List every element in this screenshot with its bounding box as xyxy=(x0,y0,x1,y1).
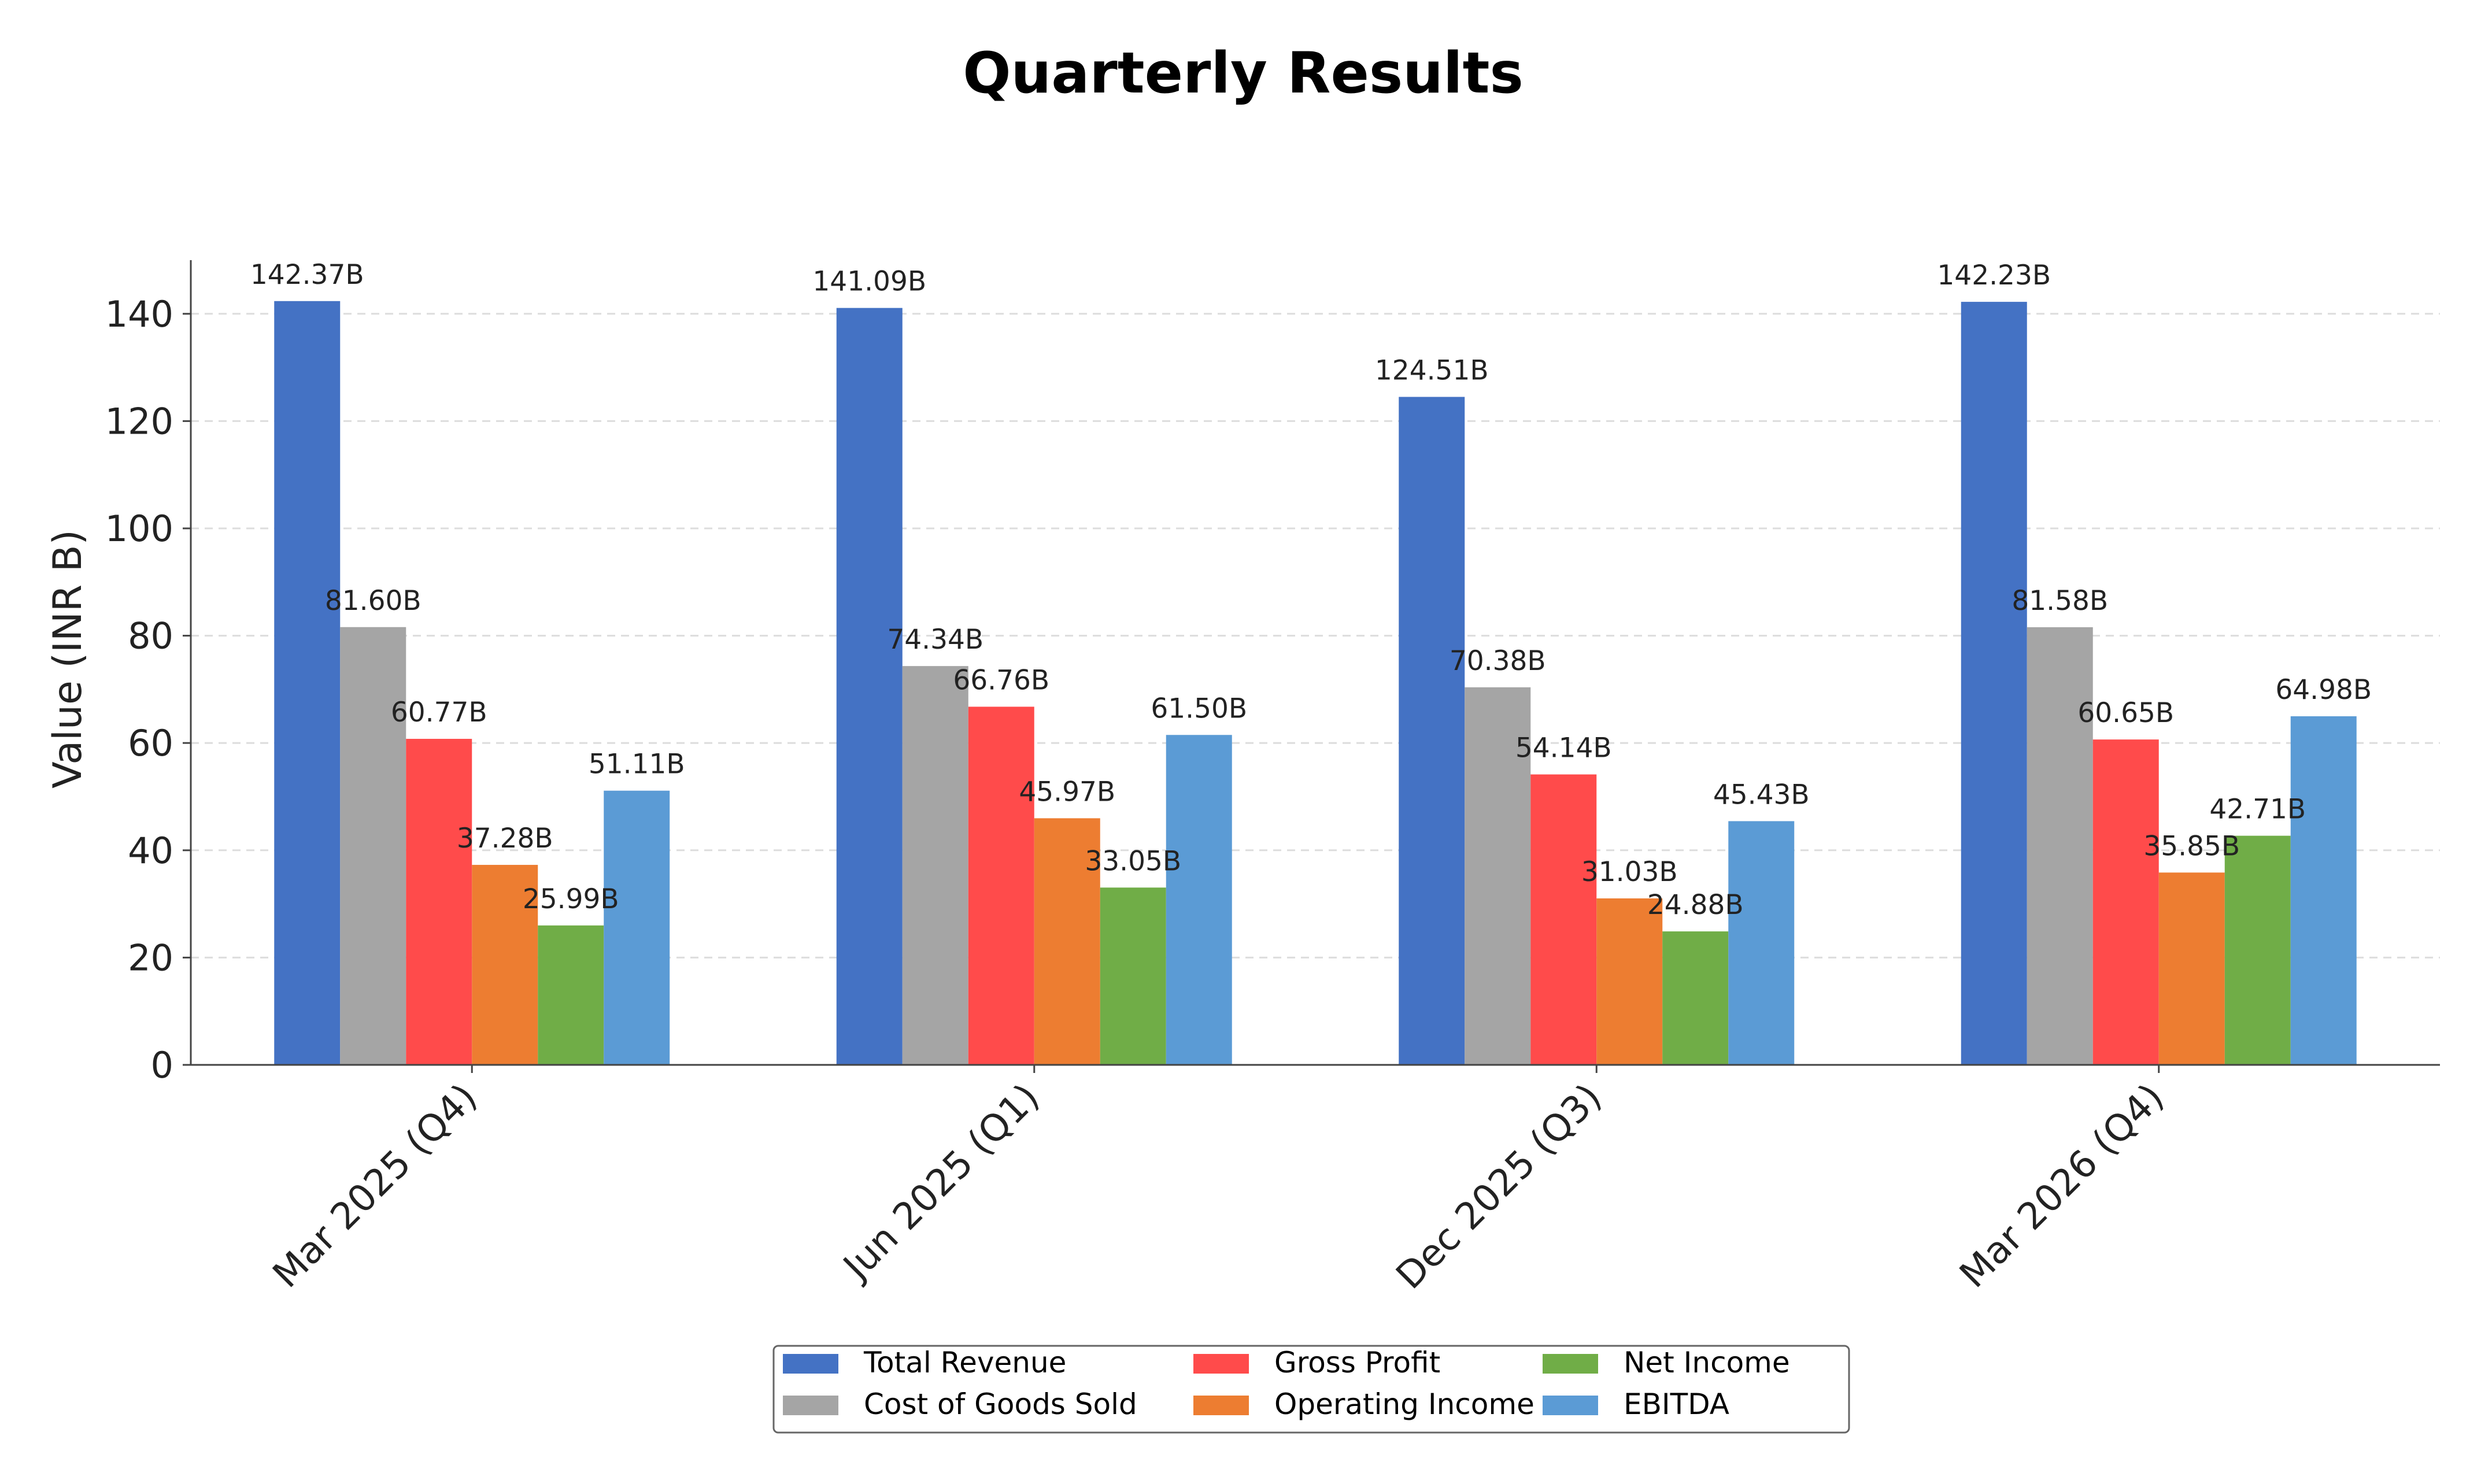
data-label: 124.51B xyxy=(1375,355,1489,387)
data-label: 66.76B xyxy=(953,664,1049,696)
bar[interactable] xyxy=(1530,774,1597,1065)
data-label: 24.88B xyxy=(1647,889,1744,921)
bar[interactable] xyxy=(1100,887,1166,1065)
legend-label: Cost of Goods Sold xyxy=(864,1387,1137,1421)
bar[interactable] xyxy=(1166,735,1232,1065)
grid-lines xyxy=(191,313,2440,959)
legend-swatch xyxy=(1193,1396,1249,1415)
legend-item[interactable]: Gross Profit xyxy=(1193,1346,1440,1379)
bar[interactable] xyxy=(406,739,472,1065)
x-tick-label: Dec 2025 (Q3) xyxy=(1388,1076,1610,1298)
y-tick-label: 140 xyxy=(105,293,173,335)
legend-item[interactable]: Cost of Goods Sold xyxy=(783,1387,1137,1421)
data-label: 51.11B xyxy=(589,749,685,780)
bar[interactable] xyxy=(2290,716,2357,1065)
legend-item[interactable]: Total Revenue xyxy=(783,1346,1066,1379)
data-label: 74.34B xyxy=(887,624,983,656)
legend-swatch xyxy=(1543,1354,1598,1374)
bar[interactable] xyxy=(1961,302,2027,1065)
data-label: 64.98B xyxy=(2275,674,2372,706)
y-tick-label: 80 xyxy=(128,615,173,657)
bar[interactable] xyxy=(340,627,406,1065)
bar[interactable] xyxy=(2092,739,2159,1065)
bar[interactable] xyxy=(2027,627,2093,1065)
legend-label: Gross Profit xyxy=(1274,1346,1440,1379)
y-tick-label: 20 xyxy=(128,937,173,979)
data-label: 70.38B xyxy=(1450,645,1546,677)
data-label: 81.60B xyxy=(325,585,421,617)
data-label: 61.50B xyxy=(1151,693,1247,724)
data-label: 25.99B xyxy=(523,883,619,915)
bar[interactable] xyxy=(836,308,903,1065)
y-axis-label: Value (INR B) xyxy=(45,530,91,789)
legend-label: Operating Income xyxy=(1274,1387,1535,1421)
x-tick-label: Jun 2025 (Q1) xyxy=(834,1076,1048,1290)
legend-label: EBITDA xyxy=(1624,1387,1729,1421)
y-tick-label: 120 xyxy=(105,400,173,442)
data-label: 33.05B xyxy=(1085,845,1181,877)
legend-label: Total Revenue xyxy=(863,1346,1066,1379)
data-label: 141.09B xyxy=(812,266,926,298)
data-label: 37.28B xyxy=(457,823,553,854)
bar[interactable] xyxy=(2224,835,2291,1065)
legend-swatch xyxy=(1193,1354,1249,1374)
legend-swatch xyxy=(783,1354,838,1374)
y-tick-label: 40 xyxy=(128,830,173,872)
bars xyxy=(274,301,2357,1065)
bar[interactable] xyxy=(902,666,968,1065)
data-label: 42.71B xyxy=(2209,794,2306,826)
data-label: 45.97B xyxy=(1019,776,1115,808)
data-label: 81.58B xyxy=(2012,585,2108,617)
chart-title: Quarterly Results xyxy=(963,40,1524,106)
data-label: 45.43B xyxy=(1713,779,1810,811)
data-label: 54.14B xyxy=(1515,732,1612,764)
bar[interactable] xyxy=(1034,818,1100,1065)
legend-item[interactable]: Operating Income xyxy=(1193,1387,1535,1421)
legend-swatch xyxy=(1543,1396,1598,1415)
y-tick-label: 60 xyxy=(128,722,173,764)
bar[interactable] xyxy=(1399,397,1465,1065)
y-tick-label: 0 xyxy=(151,1044,173,1086)
bar[interactable] xyxy=(1728,821,1795,1065)
legend-item[interactable]: Net Income xyxy=(1543,1346,1790,1379)
data-label: 142.23B xyxy=(1937,260,2051,291)
legend[interactable]: Total Revenue Cost of Goods Sold Gross Pro… xyxy=(772,1345,1850,1434)
data-label: 60.65B xyxy=(2077,697,2174,729)
legend-swatch xyxy=(783,1396,838,1415)
bar[interactable] xyxy=(1662,931,1729,1065)
bar[interactable] xyxy=(1596,898,1663,1065)
data-label: 35.85B xyxy=(2143,830,2240,862)
data-label: 31.03B xyxy=(1581,856,1678,888)
bar[interactable] xyxy=(274,301,341,1065)
x-tick-label: Mar 2026 (Q4) xyxy=(1952,1076,2172,1296)
bar[interactable] xyxy=(538,925,604,1065)
data-label: 142.37B xyxy=(250,259,364,291)
bar[interactable] xyxy=(604,790,670,1065)
bar[interactable] xyxy=(968,706,1034,1065)
bar[interactable] xyxy=(2158,872,2225,1065)
data-labels: 142.37B 81.60B 60.77B 37.28B 25.99B 51.11B 141… xyxy=(250,259,2372,921)
legend-item[interactable]: EBITDA xyxy=(1543,1387,1729,1421)
data-label: 60.77B xyxy=(391,697,487,728)
y-tick-label: 100 xyxy=(105,508,173,550)
bar[interactable] xyxy=(472,865,538,1065)
x-tick-label: Mar 2025 (Q4) xyxy=(265,1076,485,1296)
legend-label: Net Income xyxy=(1624,1346,1790,1379)
bar[interactable] xyxy=(1465,687,1531,1065)
